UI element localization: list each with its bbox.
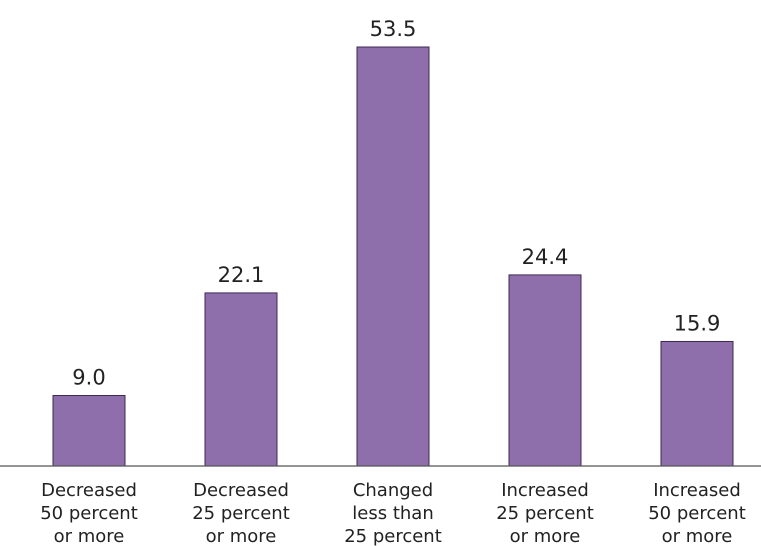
labels-layer: 9.0 22.1 53.5 24.4 15.9 (72, 17, 720, 390)
category-label-5-line-1: Increased (653, 480, 741, 501)
value-label-1: 9.0 (72, 366, 105, 390)
category-label-1-line-3: or more (54, 526, 125, 546)
category-label-3-line-3: 25 percent (344, 526, 442, 546)
category-label-5-line-2: 50 percent (648, 503, 746, 524)
value-label-2: 22.1 (218, 263, 265, 287)
category-label-2-line-1: Decreased (193, 480, 289, 501)
bars-layer (52, 46, 734, 467)
value-label-3: 53.5 (370, 17, 417, 41)
category-label-1-line-1: Decreased (41, 480, 137, 501)
bar-2 (204, 292, 278, 467)
category-label-4-line-3: or more (510, 526, 581, 546)
value-label-5: 15.9 (674, 311, 721, 335)
bar-3 (356, 46, 430, 467)
category-label-2-line-2: 25 percent (192, 503, 290, 524)
category-label-3-line-1: Changed (353, 480, 433, 501)
category-label-3-line-2: less than (352, 503, 433, 524)
category-label-1-line-2: 50 percent (40, 503, 138, 524)
bar-4 (508, 274, 582, 467)
bar-5 (660, 340, 734, 467)
category-label-5-line-3: or more (662, 526, 733, 546)
value-label-4: 24.4 (522, 245, 569, 269)
category-label-4-line-1: Increased (501, 480, 589, 501)
bar-1 (52, 395, 126, 467)
category-label-4-line-2: 25 percent (496, 503, 594, 524)
category-label-2-line-3: or more (206, 526, 277, 546)
